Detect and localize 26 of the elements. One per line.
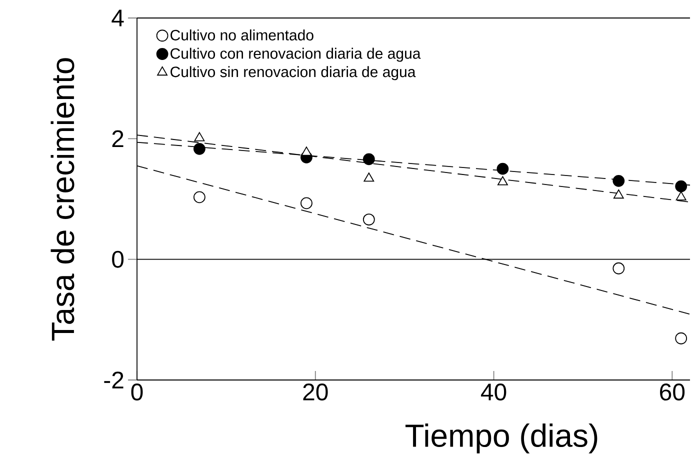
point (612, 262, 625, 274)
y-axis-title: Tasa de crecimiento (50, 58, 74, 341)
point (496, 162, 509, 175)
point (364, 172, 374, 182)
point (193, 142, 206, 155)
legend-label: Cultivo sin renovacion diaria de agua (170, 66, 416, 80)
legend-label: Cultivo no alimentado (170, 29, 314, 40)
point (362, 214, 375, 226)
point (300, 197, 312, 210)
y-tick-label: 4 (112, 10, 124, 26)
point (301, 146, 312, 156)
x-axis-title: Tiempo (dias) (405, 424, 598, 454)
point (193, 191, 206, 204)
point (362, 153, 375, 166)
x-tick-label: 60 (660, 384, 685, 401)
x-tick-label: 40 (480, 384, 506, 401)
y-tick-label: 0 (112, 250, 124, 268)
point (194, 132, 205, 142)
x-tick-label: 20 (303, 384, 328, 401)
point (612, 174, 625, 187)
point (613, 189, 624, 199)
y-tick-label: -2 (104, 372, 124, 388)
x-tick-label: 0 (131, 384, 143, 401)
legend-label: Cultivo con renovacion diaria de agua (170, 48, 421, 62)
point (497, 176, 508, 186)
y-tick-label: 2 (112, 130, 124, 148)
